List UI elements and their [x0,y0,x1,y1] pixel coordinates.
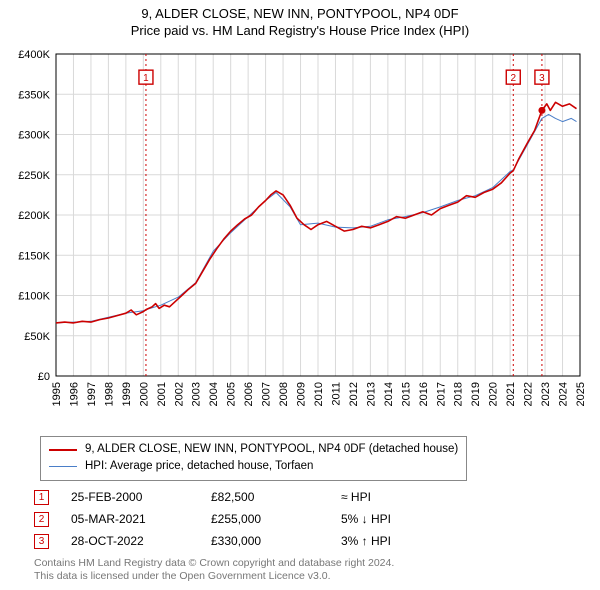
svg-text:2024: 2024 [558,382,570,406]
svg-text:2004: 2004 [208,382,220,406]
transaction-row: 2 05-MAR-2021 £255,000 5% ↓ HPI [34,508,441,530]
svg-text:£400K: £400K [18,49,50,61]
svg-text:2017: 2017 [435,382,447,406]
svg-text:1999: 1999 [121,382,133,406]
transaction-marker-2: 2 [34,512,49,527]
svg-text:2014: 2014 [383,382,395,406]
legend-swatch-property [49,449,77,451]
svg-text:2012: 2012 [348,382,360,406]
svg-text:1995: 1995 [51,382,63,406]
svg-text:£150K: £150K [18,250,50,262]
svg-text:2: 2 [510,73,516,84]
transaction-price: £330,000 [211,534,341,548]
svg-text:1996: 1996 [68,382,80,406]
svg-text:£0: £0 [38,371,50,383]
title-address: 9, ALDER CLOSE, NEW INN, PONTYPOOL, NP4 … [8,6,592,23]
svg-text:2021: 2021 [505,382,517,406]
svg-text:1997: 1997 [86,382,98,406]
svg-text:2011: 2011 [330,382,342,406]
svg-text:3: 3 [539,73,545,84]
legend-label-hpi: HPI: Average price, detached house, Torf… [85,458,313,475]
transaction-date: 05-MAR-2021 [71,512,211,526]
transactions-table: 1 25-FEB-2000 £82,500 ≈ HPI 2 05-MAR-202… [34,486,441,552]
svg-text:2013: 2013 [365,382,377,406]
transaction-date: 25-FEB-2000 [71,490,211,504]
legend-row-property: 9, ALDER CLOSE, NEW INN, PONTYPOOL, NP4 … [49,441,458,458]
transaction-marker-1: 1 [34,490,49,505]
transaction-vs-hpi: 5% ↓ HPI [341,512,441,526]
svg-text:2007: 2007 [261,382,273,406]
transaction-vs-hpi: ≈ HPI [341,490,441,504]
svg-text:2000: 2000 [138,382,150,406]
svg-text:2020: 2020 [488,382,500,406]
title-subtitle: Price paid vs. HM Land Registry's House … [8,23,592,40]
footnote: Contains HM Land Registry data © Crown c… [34,557,394,584]
svg-text:2025: 2025 [575,382,587,406]
transaction-price: £82,500 [211,490,341,504]
svg-text:1998: 1998 [103,382,115,406]
svg-text:£350K: £350K [18,89,50,101]
svg-text:2006: 2006 [243,382,255,406]
svg-text:2002: 2002 [173,382,185,406]
transaction-row: 1 25-FEB-2000 £82,500 ≈ HPI [34,486,441,508]
chart: £0 £50K £100K £150K £200K £250K £300K £350K £400… [0,42,600,432]
transaction-date: 28-OCT-2022 [71,534,211,548]
svg-text:2008: 2008 [278,382,290,406]
svg-text:£50K: £50K [24,331,50,343]
svg-text:£100K: £100K [18,291,50,303]
footnote-line1: Contains HM Land Registry data © Crown c… [34,557,394,571]
svg-text:£300K: £300K [18,130,50,142]
svg-text:£200K: £200K [18,210,50,222]
legend-label-property: 9, ALDER CLOSE, NEW INN, PONTYPOOL, NP4 … [85,441,458,458]
footnote-line2: This data is licensed under the Open Gov… [34,570,394,584]
svg-text:2015: 2015 [400,382,412,406]
svg-text:2018: 2018 [453,382,465,406]
svg-text:2009: 2009 [296,382,308,406]
legend-row-hpi: HPI: Average price, detached house, Torf… [49,458,458,475]
svg-text:2022: 2022 [523,382,535,406]
transaction-row: 3 28-OCT-2022 £330,000 3% ↑ HPI [34,530,441,552]
title-block: 9, ALDER CLOSE, NEW INN, PONTYPOOL, NP4 … [0,0,600,42]
svg-text:2019: 2019 [470,382,482,406]
svg-text:2010: 2010 [313,382,325,406]
svg-text:2005: 2005 [226,382,238,406]
legend-swatch-hpi [49,466,77,467]
chart-svg: £0 £50K £100K £150K £200K £250K £300K £350K £400… [0,42,600,432]
transaction-vs-hpi: 3% ↑ HPI [341,534,441,548]
svg-text:2016: 2016 [418,382,430,406]
transaction-price: £255,000 [211,512,341,526]
svg-text:2003: 2003 [191,382,203,406]
svg-text:1: 1 [143,73,149,84]
svg-text:2001: 2001 [156,382,168,406]
svg-text:2023: 2023 [540,382,552,406]
svg-text:£250K: £250K [18,170,50,182]
transaction-marker-3: 3 [34,534,49,549]
legend: 9, ALDER CLOSE, NEW INN, PONTYPOOL, NP4 … [40,436,467,481]
page: { "titles": { "line1": "9, ALDER CLOSE, … [0,0,600,590]
